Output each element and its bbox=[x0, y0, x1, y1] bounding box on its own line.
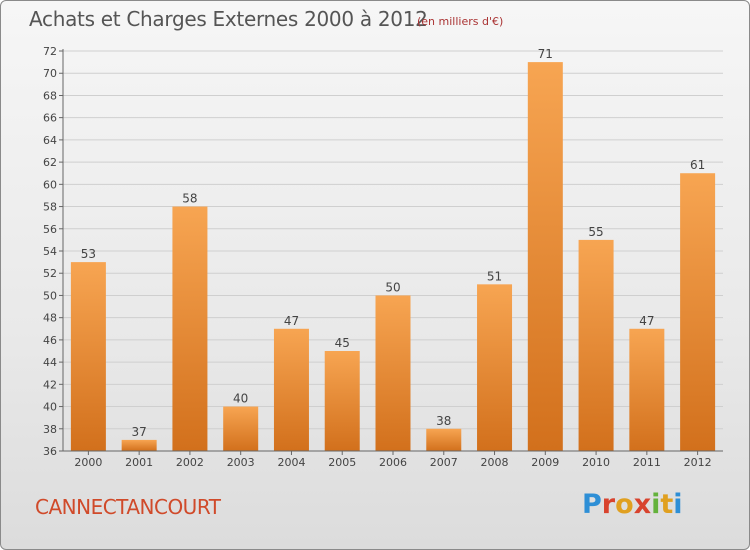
x-tick-label: 2003 bbox=[227, 456, 255, 469]
bar-2007 bbox=[426, 428, 462, 451]
y-tick-label: 54 bbox=[43, 245, 57, 258]
value-label: 40 bbox=[233, 392, 248, 406]
x-tick-label: 2004 bbox=[277, 456, 305, 469]
y-tick-label: 36 bbox=[43, 445, 57, 458]
y-tick-label: 50 bbox=[43, 289, 57, 302]
y-tick-label: 72 bbox=[43, 45, 57, 58]
logo-letter: x bbox=[633, 489, 652, 520]
x-tick-label: 2007 bbox=[430, 456, 458, 469]
bar-2004 bbox=[273, 328, 309, 451]
logo-letter: i bbox=[651, 489, 661, 520]
y-tick-label: 52 bbox=[43, 267, 57, 280]
y-tick-label: 40 bbox=[43, 401, 57, 414]
y-tick-label: 48 bbox=[43, 312, 57, 325]
y-tick-label: 56 bbox=[43, 223, 57, 236]
value-label: 47 bbox=[639, 314, 654, 328]
value-label: 45 bbox=[335, 336, 350, 350]
value-label: 37 bbox=[132, 425, 147, 439]
bar-2003 bbox=[223, 406, 259, 451]
value-label: 58 bbox=[182, 192, 197, 206]
value-label: 51 bbox=[487, 269, 502, 283]
x-tick-label: 2006 bbox=[379, 456, 407, 469]
bar-2006 bbox=[375, 295, 411, 451]
bars bbox=[70, 62, 716, 451]
x-tick-label: 2000 bbox=[74, 456, 102, 469]
x-tick-label: 2005 bbox=[328, 456, 356, 469]
value-label: 71 bbox=[538, 47, 553, 61]
logo-letter: r bbox=[601, 489, 616, 520]
bar-2005 bbox=[324, 351, 360, 451]
logo-letter: i bbox=[673, 489, 683, 520]
x-tick-label: 2001 bbox=[125, 456, 153, 469]
bar-2001 bbox=[121, 439, 157, 451]
logo-letter: o bbox=[615, 489, 634, 520]
y-tick-label: 66 bbox=[43, 112, 57, 125]
proxiti-logo[interactable]: Proxiti bbox=[582, 489, 683, 520]
y-tick-label: 60 bbox=[43, 178, 57, 191]
x-tick-label: 2012 bbox=[684, 456, 712, 469]
value-label: 38 bbox=[436, 414, 451, 428]
y-tick-label: 58 bbox=[43, 201, 57, 214]
y-tick-label: 44 bbox=[43, 356, 57, 369]
x-tick-label: 2008 bbox=[481, 456, 509, 469]
bar-2009 bbox=[527, 62, 563, 451]
value-label: 61 bbox=[690, 158, 705, 172]
x-tick-label: 2010 bbox=[582, 456, 610, 469]
logo-letter: P bbox=[582, 489, 602, 520]
bar-2002 bbox=[172, 206, 208, 451]
bar-2012 bbox=[680, 173, 716, 451]
bar-2010 bbox=[578, 239, 614, 451]
chart-title: Achats et Charges Externes 2000 à 2012 bbox=[29, 7, 428, 31]
value-label: 55 bbox=[588, 225, 603, 239]
y-tick-label: 62 bbox=[43, 156, 57, 169]
value-label: 50 bbox=[385, 280, 400, 294]
chart-subtitle: (en milliers d'€) bbox=[417, 15, 504, 28]
axes: 36 38 40 42 44 46 48 50 52 54 56 58 60 62 64 66 68 70 72 20… bbox=[43, 45, 723, 469]
value-label: 53 bbox=[81, 247, 96, 261]
x-tick-label: 2002 bbox=[176, 456, 204, 469]
bar-2011 bbox=[629, 328, 665, 451]
y-tick-label: 38 bbox=[43, 423, 57, 436]
value-labels: 53 37 58 40 47 45 50 38 51 71 55 47 61 bbox=[81, 47, 706, 439]
commune-name: CANNECTANCOURT bbox=[35, 495, 221, 519]
y-tick-label: 42 bbox=[43, 378, 57, 391]
y-tick-label: 64 bbox=[43, 134, 57, 147]
bar-2008 bbox=[477, 284, 513, 451]
logo-letter: t bbox=[660, 489, 674, 520]
value-label: 47 bbox=[284, 314, 299, 328]
y-tick-label: 70 bbox=[43, 67, 57, 80]
y-tick-label: 68 bbox=[43, 89, 57, 102]
y-tick-label: 46 bbox=[43, 334, 57, 347]
x-tick-label: 2009 bbox=[531, 456, 559, 469]
x-tick-label: 2011 bbox=[633, 456, 661, 469]
bar-2000 bbox=[70, 262, 106, 451]
